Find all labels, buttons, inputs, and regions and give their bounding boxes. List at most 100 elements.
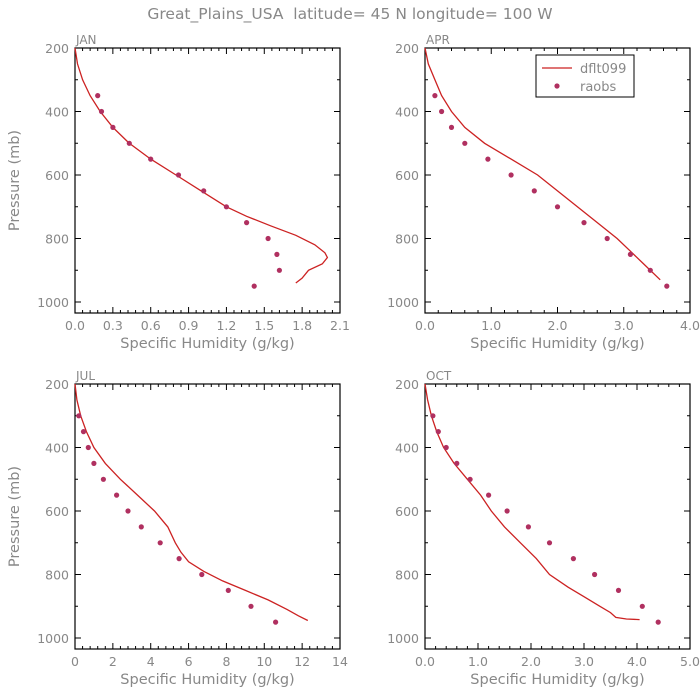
x-tick-label: 1.5 [254,318,274,333]
y-tick-label: 800 [395,568,419,583]
data-point-raobs [430,413,436,419]
data-point-raobs [251,283,257,289]
panel-label: APR [426,33,450,47]
legend-label-obs: raobs [580,80,617,95]
x-tick-label: 14 [332,654,348,669]
x-tick-label: 0.0 [415,318,435,333]
x-tick-label: 12 [294,654,310,669]
data-point-raobs [110,124,116,130]
legend-dot-swatch [554,83,560,89]
y-tick-label: 200 [45,41,69,56]
series-dflt099 [424,47,661,281]
panel-label: OCT [426,369,452,383]
data-point-raobs [98,108,105,115]
data-point-raobs [462,140,468,146]
y-tick-label: 600 [45,504,69,519]
y-tick-label: 200 [395,377,419,392]
y-tick-label: 200 [45,377,69,392]
plot-frame [74,383,341,650]
data-point-raobs [76,413,82,419]
x-tick-label: 8 [222,654,230,669]
y-tick-label: 1000 [37,631,69,646]
y-tick-label: 800 [395,232,419,247]
data-point-raobs [531,188,537,194]
data-point-raobs [435,429,441,435]
y-tick-label: 1000 [387,295,419,310]
x-tick-label: 1.0 [481,318,501,333]
x-tick-label: 6 [185,654,193,669]
y-tick-label: 1000 [387,631,419,646]
y-tick-label: 600 [395,504,419,519]
y-tick-label: 800 [45,232,69,247]
panel-label: JUL [75,369,95,383]
data-point-raobs [80,429,87,435]
data-point-raobs [114,492,120,498]
data-point-raobs [627,251,634,257]
data-point-raobs [647,267,653,273]
x-tick-label: 1.8 [292,318,312,333]
data-point-raobs [448,124,455,130]
x-tick-label: 0.6 [141,318,161,333]
legend: dflt099 raobs [535,54,635,98]
data-point-raobs [592,571,598,578]
y-tick-label: 800 [45,568,69,583]
data-point-raobs [508,172,514,178]
x-tick-label: 5.0 [680,654,700,669]
data-point-raobs [639,603,645,609]
x-tick-label: 0.0 [65,318,85,333]
panel-jan: JAN 0.0 0.3 0.6 0.9 1.2 1.5 1.8 2.1 200 400 600 800 1… [7,33,350,352]
plot-frame [424,383,691,650]
x-tick-label: 0.3 [103,318,123,333]
data-point-raobs [273,619,279,625]
data-point-raobs [454,460,460,466]
data-point-raobs [655,619,661,625]
data-point-raobs [276,267,282,273]
data-point-raobs [85,444,91,451]
data-point-raobs [138,524,144,530]
y-tick-label: 400 [395,441,419,456]
y-tick-label: 600 [45,168,69,183]
panel-oct: OCT 0.0 1.0 2.0 3.0 4.0 5.0 200 400 600 800 1000 Spe… [387,369,700,688]
data-point-raobs [443,444,449,451]
x-tick-label: 0.9 [179,318,199,333]
data-point-raobs [223,204,229,210]
x-axis-label: Specific Humidity (g/kg) [470,336,644,352]
data-point-raobs [225,587,231,594]
x-tick-label: 0.0 [415,654,435,669]
data-point-raobs [664,283,670,289]
y-tick-label: 200 [395,41,419,56]
data-point-raobs [199,571,205,578]
data-point-raobs [126,140,132,146]
panel-apr: APR 0.0 1.0 2.0 3.0 4.0 200 400 600 800 1000 Specif… [387,33,700,352]
x-axis-label: Specific Humidity (g/kg) [120,336,294,352]
y-tick-label: 1000 [37,295,69,310]
figure-title: Great_Plains_USA latitude= 45 N longitud… [147,5,552,24]
plot-frame [74,47,341,314]
data-point-raobs [176,556,182,562]
x-tick-label: 3.0 [574,654,594,669]
data-point-raobs [432,93,438,99]
data-point-raobs [604,235,610,242]
x-tick-label: 1.2 [216,318,236,333]
data-point-raobs [485,156,491,162]
data-point-raobs [95,93,101,99]
legend-label-model: dflt099 [580,62,626,77]
x-axis-label: Specific Humidity (g/kg) [120,672,294,688]
y-tick-label: 400 [395,105,419,120]
panel-jul: JUL 0 2 4 6 8 10 12 14 200 400 600 800 1000 Specific H… [7,369,348,688]
data-point-raobs [570,556,577,562]
panel-label: JAN [75,33,97,47]
y-tick-label: 400 [45,441,69,456]
data-point-raobs [157,540,163,546]
x-axis-label: Specific Humidity (g/kg) [470,672,644,688]
x-tick-label: 2.0 [521,654,541,669]
x-tick-label: 2 [109,654,117,669]
x-tick-label: 4.0 [680,318,700,333]
data-point-raobs [100,476,106,482]
x-tick-label: 2.1 [330,318,350,333]
data-point-raobs [148,156,154,162]
y-axis-label: Pressure (mb) [7,130,23,231]
data-point-raobs [274,251,280,257]
data-point-raobs [525,524,532,530]
